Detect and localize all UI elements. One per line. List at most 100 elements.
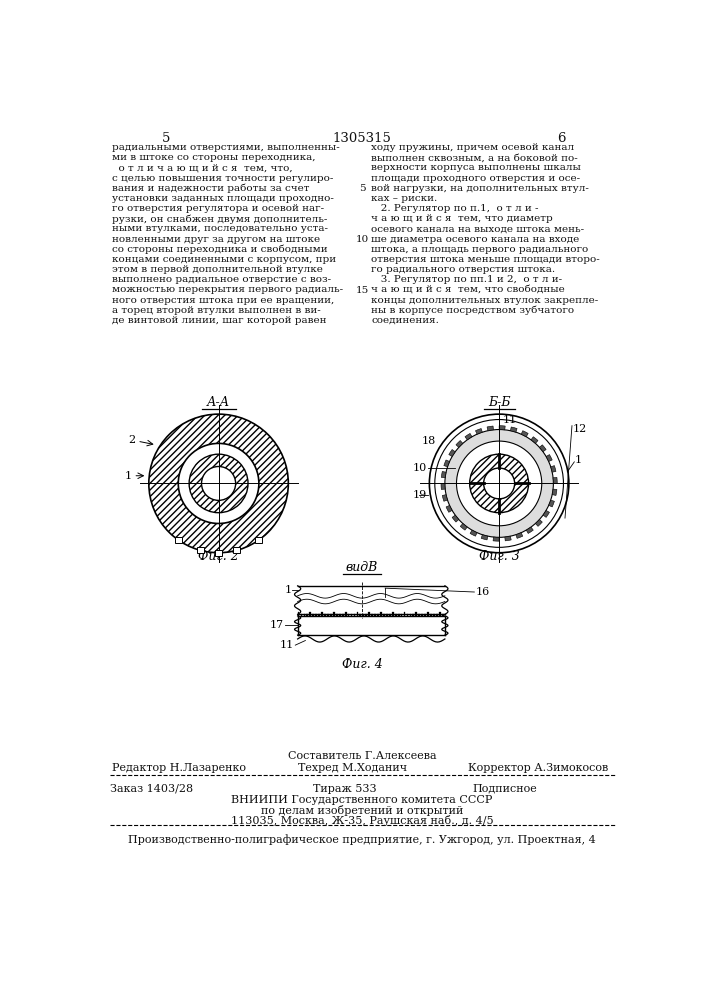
Bar — [197, 547, 204, 553]
Polygon shape — [543, 510, 549, 517]
Text: 2. Регулятор по п.1,  о т л и -: 2. Регулятор по п.1, о т л и - — [371, 204, 539, 213]
Bar — [430, 614, 432, 616]
Circle shape — [435, 420, 563, 547]
Text: ках – риски.: ках – риски. — [371, 194, 438, 203]
Polygon shape — [441, 471, 446, 478]
Polygon shape — [470, 530, 477, 536]
Text: ше диаметра осевого канала на входе: ше диаметра осевого канала на входе — [371, 235, 580, 244]
Bar — [330, 614, 332, 616]
Text: Производственно-полиграфическое предприятие, г. Ужгород, ул. Проектная, 4: Производственно-полиграфическое предприя… — [128, 835, 596, 845]
Bar — [306, 614, 308, 616]
Text: концами соединенными с корпусом, при: концами соединенными с корпусом, при — [112, 255, 336, 264]
Polygon shape — [526, 527, 533, 533]
Bar — [401, 614, 402, 616]
Text: 10: 10 — [356, 235, 368, 244]
Bar — [354, 614, 356, 616]
Text: новленными друг за другом на штоке: новленными друг за другом на штоке — [112, 235, 320, 244]
Polygon shape — [443, 495, 448, 501]
Bar — [318, 614, 320, 616]
Polygon shape — [516, 533, 522, 538]
Text: штока, а площадь первого радиального: штока, а площадь первого радиального — [371, 245, 588, 254]
Text: 19: 19 — [412, 490, 426, 500]
Circle shape — [469, 454, 529, 513]
Text: а торец второй втулки выполнен в ви-: а торец второй втулки выполнен в ви- — [112, 306, 320, 315]
Polygon shape — [449, 449, 455, 456]
Circle shape — [457, 441, 542, 526]
Text: де винтовой линии, шаг которой равен: де винтовой линии, шаг которой равен — [112, 316, 326, 325]
Text: 12: 12 — [573, 424, 587, 434]
Text: ными втулками, последовательно уста-: ными втулками, последовательно уста- — [112, 224, 327, 233]
Circle shape — [149, 414, 288, 553]
Text: 6: 6 — [557, 132, 566, 145]
Polygon shape — [446, 505, 452, 512]
Text: ч а ю щ и й с я  тем, что диаметр: ч а ю щ и й с я тем, что диаметр — [371, 214, 553, 223]
Text: ного отверстия штока при ее вращении,: ного отверстия штока при ее вращении, — [112, 296, 334, 305]
Text: рузки, он снабжен двумя дополнитель-: рузки, он снабжен двумя дополнитель- — [112, 214, 327, 224]
Text: Фиг. 3: Фиг. 3 — [479, 550, 520, 563]
Text: Составитель Г.Алексеева: Составитель Г.Алексеева — [288, 751, 436, 761]
Polygon shape — [546, 455, 552, 462]
Text: верхности корпуса выполнены шкалы: верхности корпуса выполнены шкалы — [371, 163, 581, 172]
Bar — [356, 612, 358, 616]
Polygon shape — [539, 445, 546, 452]
Bar — [386, 614, 387, 616]
Text: с целью повышения точности регулиро-: с целью повышения точности регулиро- — [112, 174, 333, 183]
Bar — [421, 614, 423, 616]
Text: го радиального отверстия штока.: го радиального отверстия штока. — [371, 265, 556, 274]
Bar — [416, 612, 417, 616]
Text: по делам изобретений и открытий: по делам изобретений и открытий — [261, 805, 463, 816]
Text: Фиг. 2: Фиг. 2 — [198, 550, 239, 563]
Bar — [371, 614, 373, 616]
Circle shape — [189, 454, 248, 513]
Bar — [315, 614, 317, 616]
Text: площади проходного отверстия и осе-: площади проходного отверстия и осе- — [371, 174, 580, 183]
Bar — [175, 537, 182, 543]
Text: о т л и ч а ю щ и й с я  тем, что,: о т л и ч а ю щ и й с я тем, что, — [112, 163, 292, 172]
Text: 1: 1 — [124, 471, 132, 481]
Text: Тираж 533: Тираж 533 — [313, 784, 377, 794]
Bar — [407, 614, 409, 616]
Text: выполнен сквозным, а на боковой по-: выполнен сквозным, а на боковой по- — [371, 153, 578, 162]
Polygon shape — [552, 489, 557, 495]
Bar — [389, 614, 391, 616]
Bar — [321, 612, 323, 616]
Polygon shape — [551, 466, 556, 472]
Bar — [351, 614, 352, 616]
Bar — [324, 614, 326, 616]
Bar — [366, 614, 367, 616]
Bar — [359, 614, 361, 616]
Bar — [374, 614, 376, 616]
Text: 3. Регулятор по пп.1 и 2,  о т л и-: 3. Регулятор по пп.1 и 2, о т л и- — [371, 275, 562, 284]
Bar — [368, 612, 370, 616]
Bar — [442, 614, 444, 616]
Circle shape — [429, 414, 569, 553]
Polygon shape — [481, 535, 488, 540]
Polygon shape — [510, 427, 517, 432]
Bar — [395, 614, 397, 616]
Text: 2: 2 — [129, 435, 136, 445]
Bar — [412, 614, 414, 616]
Bar — [300, 614, 303, 616]
Text: Фиг. 4: Фиг. 4 — [341, 658, 382, 671]
Text: вания и надежности работы за счет: вания и надежности работы за счет — [112, 184, 309, 193]
Polygon shape — [476, 429, 482, 434]
Circle shape — [484, 468, 515, 499]
Text: ВНИИПИ Государственного комитета СССР: ВНИИПИ Государственного комитета СССР — [231, 795, 493, 805]
Text: ми в штоке со стороны переходника,: ми в штоке со стороны переходника, — [112, 153, 315, 162]
Text: 10: 10 — [412, 463, 426, 473]
Polygon shape — [531, 437, 538, 443]
Text: Корректор А.Зимокосов: Корректор А.Зимокосов — [468, 763, 609, 773]
Bar — [433, 614, 435, 616]
Text: 5: 5 — [162, 132, 170, 145]
Text: радиальными отверстиями, выполненны-: радиальными отверстиями, выполненны- — [112, 143, 339, 152]
Text: концы дополнительных втулок закрепле-: концы дополнительных втулок закрепле- — [371, 296, 599, 305]
Text: этом в первой дополнительной втулке: этом в первой дополнительной втулке — [112, 265, 322, 274]
Bar — [339, 614, 341, 616]
Bar — [436, 614, 438, 616]
Text: выполнено радиальное отверстие с воз-: выполнено радиальное отверстие с воз- — [112, 275, 331, 284]
Bar — [380, 612, 382, 616]
Bar — [303, 614, 305, 616]
Text: 1: 1 — [575, 455, 582, 465]
Text: 15: 15 — [356, 286, 368, 295]
Bar — [363, 614, 364, 616]
